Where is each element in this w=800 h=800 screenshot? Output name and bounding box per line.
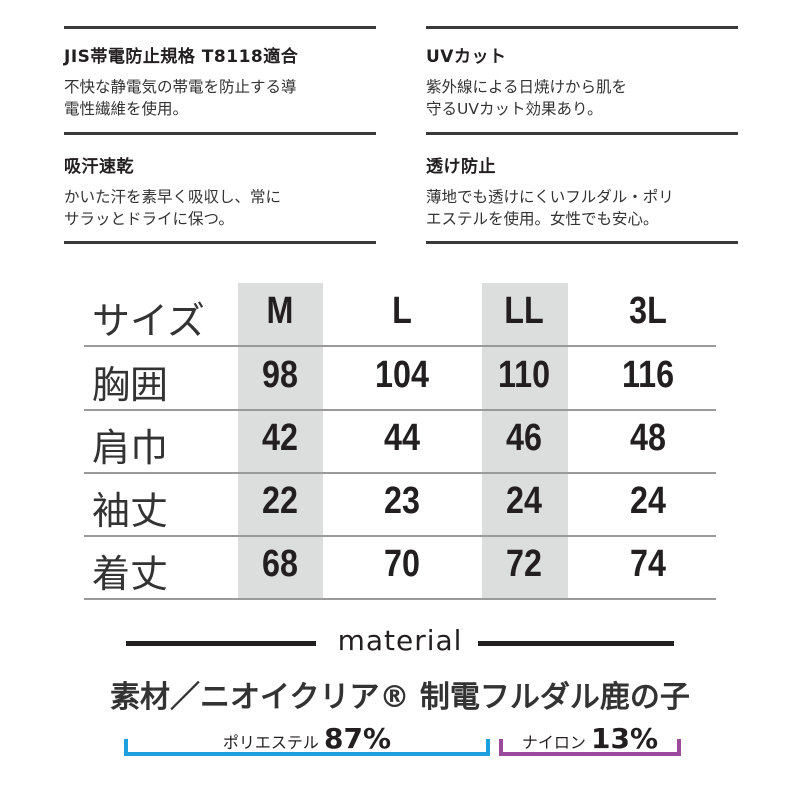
table-cell: 72 bbox=[506, 543, 542, 585]
divider bbox=[64, 132, 376, 135]
component-percent: 13% bbox=[591, 722, 659, 755]
feature-title: UVカット bbox=[426, 47, 507, 67]
table-cell: 68 bbox=[262, 543, 298, 585]
size-header: LL bbox=[504, 290, 544, 332]
polyester-bracket bbox=[124, 739, 490, 756]
row-label: 着丈 bbox=[92, 552, 169, 596]
row-label: 胸囲 bbox=[92, 363, 169, 407]
table-cell: 116 bbox=[621, 354, 675, 396]
table-cell: 110 bbox=[497, 354, 551, 396]
table-cell: 48 bbox=[630, 417, 666, 459]
component-name: ポリエステル bbox=[222, 733, 319, 752]
table-cell: 70 bbox=[384, 543, 420, 585]
row-divider bbox=[84, 345, 716, 347]
row-divider bbox=[84, 535, 716, 537]
row-divider bbox=[84, 409, 716, 411]
row-divider bbox=[84, 472, 716, 474]
size-header: L bbox=[392, 290, 412, 332]
material-heading: material bbox=[337, 624, 463, 657]
divider bbox=[64, 241, 376, 244]
feature-desc: 紫外線による日焼けから肌を 守るUVカット効果あり。 bbox=[426, 78, 628, 118]
size-header: 3L bbox=[629, 290, 667, 332]
component-polyester: ポリエステル 87% bbox=[124, 722, 490, 756]
row-divider bbox=[84, 598, 716, 600]
table-cell: 98 bbox=[262, 354, 298, 396]
feature-title: JIS帯電防止規格 T8118適合 bbox=[64, 47, 299, 67]
component-name: ナイロン bbox=[521, 733, 586, 752]
table-cell: 46 bbox=[506, 417, 542, 459]
divider bbox=[64, 26, 376, 29]
table-cell: 44 bbox=[384, 417, 420, 459]
size-header-label: サイズ bbox=[92, 299, 205, 343]
feature-desc: 不快な静電気の帯電を防止する導 電性繊維を使用。 bbox=[64, 78, 297, 118]
table-cell: 23 bbox=[384, 480, 420, 522]
table-cell: 22 bbox=[262, 480, 298, 522]
table-cell: 74 bbox=[630, 543, 666, 585]
feature-desc: かいた汗を素早く吸収し、常に サラッとドライに保つ。 bbox=[64, 188, 282, 228]
highlight-column-ll bbox=[482, 283, 568, 598]
size-header: M bbox=[266, 290, 294, 332]
divider bbox=[426, 132, 738, 135]
component-nylon: ナイロン 13% bbox=[499, 722, 681, 756]
table-cell: 24 bbox=[630, 480, 666, 522]
feature-desc: 薄地でも透けにくいフルダル・ポリ エステルを使用。女性でも安心。 bbox=[426, 188, 674, 228]
material-rule-right bbox=[478, 641, 674, 646]
feature-title: 吸汗速乾 bbox=[64, 157, 134, 177]
divider bbox=[426, 26, 738, 29]
highlight-column-m bbox=[238, 283, 323, 598]
material-rule-left bbox=[126, 641, 316, 646]
table-cell: 24 bbox=[506, 480, 542, 522]
table-cell: 42 bbox=[262, 417, 298, 459]
table-cell: 104 bbox=[375, 354, 429, 396]
row-label: 袖丈 bbox=[92, 489, 169, 533]
component-percent: 87% bbox=[324, 722, 392, 755]
divider bbox=[426, 241, 738, 244]
material-fabric: 素材／ニオイクリア® 制電フルダル鹿の子 bbox=[110, 680, 690, 715]
row-label: 肩巾 bbox=[92, 426, 169, 470]
nylon-bracket bbox=[499, 739, 681, 756]
feature-title: 透け防止 bbox=[426, 157, 496, 177]
